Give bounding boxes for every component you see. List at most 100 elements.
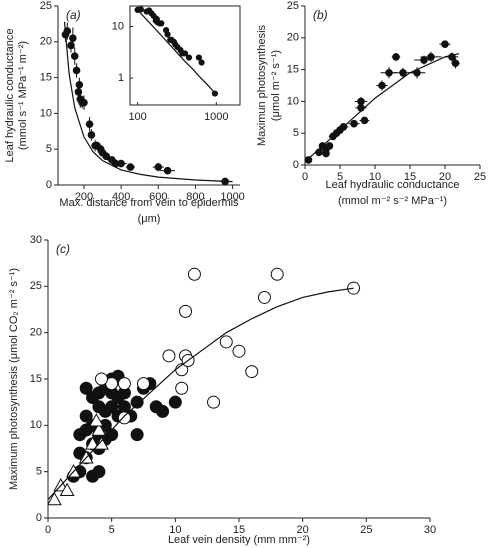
point — [162, 349, 176, 363]
point — [102, 152, 111, 161]
panel-label: (b) — [313, 8, 328, 22]
point — [69, 34, 77, 43]
point — [322, 149, 330, 158]
y-tick-label: 15 — [30, 373, 42, 385]
y-tick-label: 20 — [30, 327, 42, 339]
x-tick-label: 800 — [186, 191, 204, 203]
x-tick-label: 25 — [360, 524, 372, 536]
y-tick-label: 20 — [287, 32, 299, 44]
y-axis-label: Maximun photosynthesis — [256, 24, 268, 146]
point — [156, 404, 170, 418]
point — [357, 97, 365, 106]
point — [117, 159, 125, 168]
y-axis-label: (mmol s⁻¹ MPa⁻¹ m⁻²) — [17, 41, 29, 150]
y-tick-label: 0 — [293, 159, 299, 171]
y-tick-label: 10 — [30, 419, 42, 431]
inset-frame — [129, 5, 241, 106]
x-tick-label: 400 — [112, 191, 130, 203]
point — [219, 335, 233, 349]
x-axis-label: (μm) — [138, 213, 161, 225]
point — [92, 465, 106, 479]
y-axis-label: Leaf hydraulic conductance — [4, 29, 16, 163]
x-tick-label: 200 — [75, 191, 93, 203]
x-tick-label: 1000 — [220, 191, 244, 203]
point — [195, 54, 202, 61]
point — [137, 377, 150, 391]
x-tick-label: 10 — [169, 524, 181, 536]
x-axis-label: Max. distance from vein to epidermis — [59, 197, 239, 209]
x-tick-label: 600 — [149, 191, 167, 203]
point — [385, 68, 393, 77]
x-tick-label: 5 — [109, 524, 115, 536]
x-tick-label: 25 — [474, 171, 486, 183]
point — [48, 491, 62, 506]
point — [130, 428, 144, 442]
point — [360, 116, 369, 125]
point — [91, 422, 107, 436]
point — [399, 68, 407, 77]
point — [420, 56, 428, 64]
x-tick-label: 1000 — [204, 111, 228, 123]
y-tick-label: 0 — [46, 179, 52, 191]
point — [232, 344, 246, 358]
point — [117, 411, 131, 425]
point — [168, 395, 182, 409]
y-axis-label: (μmol m⁻² s⁻¹) — [270, 50, 282, 121]
fit-line — [135, 7, 217, 96]
y-tick-label: 15 — [287, 64, 299, 76]
point — [451, 59, 460, 68]
point — [187, 267, 201, 281]
y-tick-label: 25 — [40, 0, 52, 12]
y-tick-label: 1 — [118, 72, 124, 84]
x-tick-label: 20 — [439, 171, 451, 183]
point — [164, 31, 171, 38]
point — [105, 400, 119, 414]
x-tick-label: 10 — [369, 171, 381, 183]
point — [137, 6, 144, 13]
point — [270, 267, 284, 281]
point — [87, 131, 96, 139]
x-axis-label: Leaf hydraulic conductance — [326, 179, 460, 191]
point — [88, 413, 104, 427]
y-tick-label: 5 — [293, 127, 299, 139]
x-tick-label: 0 — [302, 171, 308, 183]
x-tick-label: 20 — [297, 524, 309, 536]
point — [392, 53, 400, 61]
y-tick-label: 10 — [40, 107, 52, 119]
fit-line — [63, 21, 233, 183]
y-tick-label: 10 — [112, 20, 124, 32]
y-tick-label: 0 — [36, 512, 42, 524]
y-tick-label: 30 — [30, 234, 42, 246]
point — [427, 53, 435, 61]
plot-area — [305, 40, 460, 164]
point — [378, 81, 386, 90]
point — [441, 40, 449, 48]
y-tick-label: 15 — [40, 72, 52, 84]
x-axis-label: Leaf vein density (mm mm⁻²) — [168, 534, 310, 546]
point — [126, 163, 135, 171]
plot-area — [61, 21, 233, 185]
y-tick-label: 5 — [46, 143, 52, 155]
point — [94, 436, 109, 450]
point — [305, 156, 313, 164]
y-axis-label: Maximum photosynthesis (μmol CO₂ m⁻² s⁻¹… — [8, 268, 20, 490]
x-tick-label: 15 — [404, 171, 416, 183]
y-tick-label: 25 — [287, 0, 299, 12]
point — [75, 80, 84, 89]
point — [85, 436, 101, 450]
point — [80, 98, 88, 107]
x-axis-label: (mmol m⁻² s⁻² MPa⁻¹) — [338, 195, 447, 207]
point — [257, 290, 271, 304]
point — [185, 54, 193, 61]
point — [117, 377, 131, 391]
point — [315, 148, 323, 157]
fit-line — [48, 287, 354, 500]
point — [154, 163, 163, 171]
point — [85, 120, 94, 128]
point — [207, 395, 221, 409]
panel-label: (c) — [56, 242, 70, 256]
fit-line — [305, 53, 460, 163]
point — [70, 52, 79, 60]
x-tick-label: 5 — [337, 171, 343, 183]
